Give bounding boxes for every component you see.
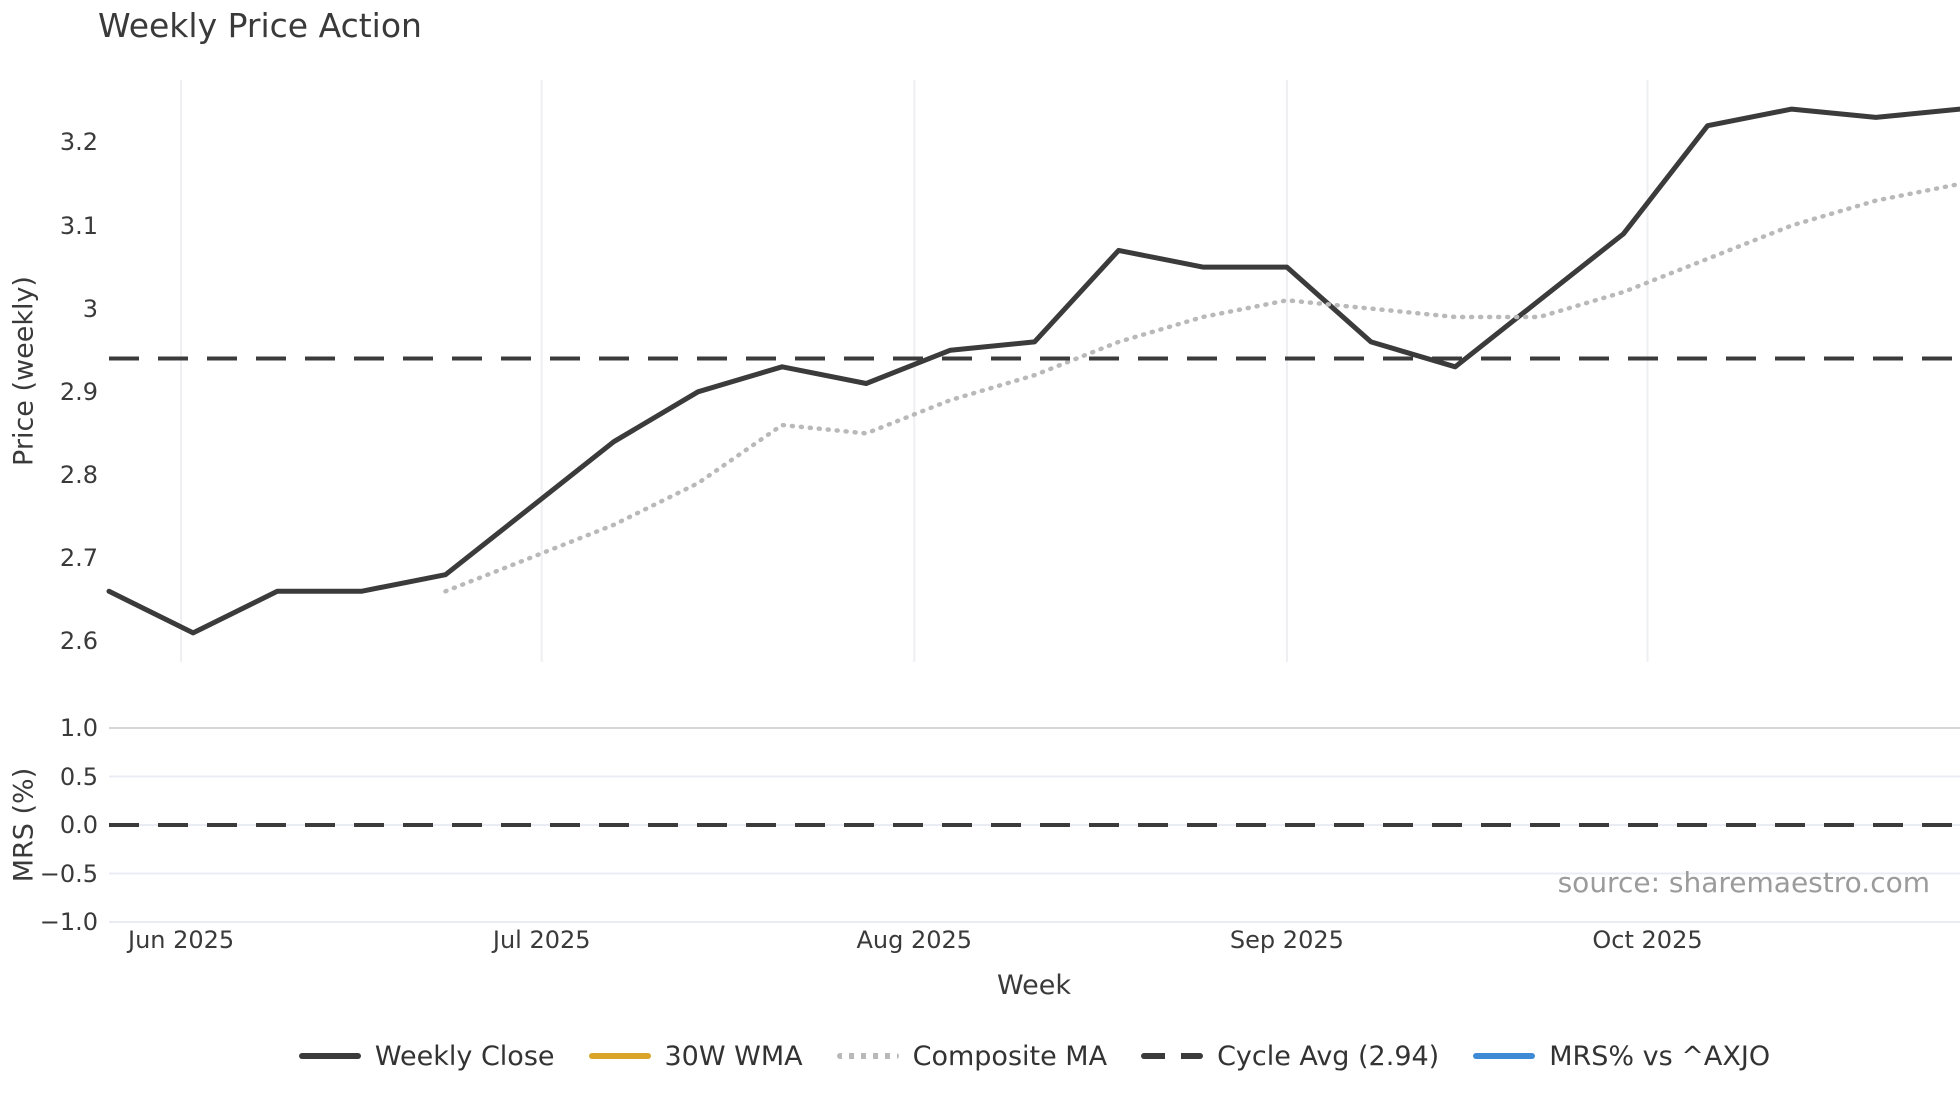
legend-item: 30W WMA bbox=[588, 1040, 803, 1072]
source-note: source: sharemaestro.com bbox=[1557, 866, 1930, 899]
price-ytick-label: 3.1 bbox=[59, 211, 98, 240]
x-tick-label: Aug 2025 bbox=[856, 926, 973, 954]
x-tick-label: Jul 2025 bbox=[492, 926, 591, 954]
price-ytick-label: 2.6 bbox=[59, 627, 98, 656]
x-axis-label: Week bbox=[997, 970, 1071, 1001]
legend-swatch-dotted bbox=[836, 1053, 899, 1059]
weekly-close-line bbox=[106, 106, 1960, 636]
legend-label: Weekly Close bbox=[374, 1040, 555, 1072]
legend: Weekly Close 30W WMA Composite MA Cycle Avg… bbox=[109, 1032, 1960, 1080]
price-ytick-label: 2.9 bbox=[59, 377, 98, 406]
legend-label: Cycle Avg (2.94) bbox=[1217, 1040, 1440, 1072]
price-ytick-label: 3.2 bbox=[59, 128, 98, 157]
legend-item: Weekly Close bbox=[298, 1040, 555, 1072]
composite-ma-line bbox=[443, 181, 1960, 594]
legend-swatch-solid bbox=[588, 1053, 651, 1059]
page-title: Weekly Price Action bbox=[98, 6, 422, 45]
legend-item: Cycle Avg (2.94) bbox=[1141, 1041, 1439, 1072]
mrs-ytick-label: −1.0 bbox=[39, 908, 98, 936]
mrs-ytick-label: 0.0 bbox=[59, 811, 98, 839]
x-tick-label: Oct 2025 bbox=[1592, 926, 1703, 954]
price-ytick-label: 2.7 bbox=[59, 544, 98, 573]
price-ytick-label: 3 bbox=[82, 294, 98, 323]
mrs-ytick-label: 1.0 bbox=[59, 714, 98, 742]
mrs-ytick-label: −0.5 bbox=[39, 859, 98, 888]
legend-item: Composite MA bbox=[836, 1040, 1108, 1072]
legend-swatch-solid bbox=[1473, 1053, 1536, 1059]
price-ytick-label: 2.8 bbox=[59, 460, 98, 489]
legend-label: MRS% vs ^AXJO bbox=[1549, 1040, 1771, 1072]
mrs-ytick-label: 0.5 bbox=[59, 762, 98, 791]
legend-label: 30W WMA bbox=[664, 1040, 803, 1072]
legend-swatch-solid bbox=[298, 1053, 361, 1059]
legend-item: MRS% vs ^AXJO bbox=[1473, 1041, 1770, 1072]
x-tick-label: Jun 2025 bbox=[127, 926, 235, 954]
legend-swatch-dashed bbox=[1141, 1053, 1204, 1059]
x-tick-label: Sep 2025 bbox=[1229, 926, 1344, 954]
legend-label: Composite MA bbox=[912, 1040, 1108, 1072]
